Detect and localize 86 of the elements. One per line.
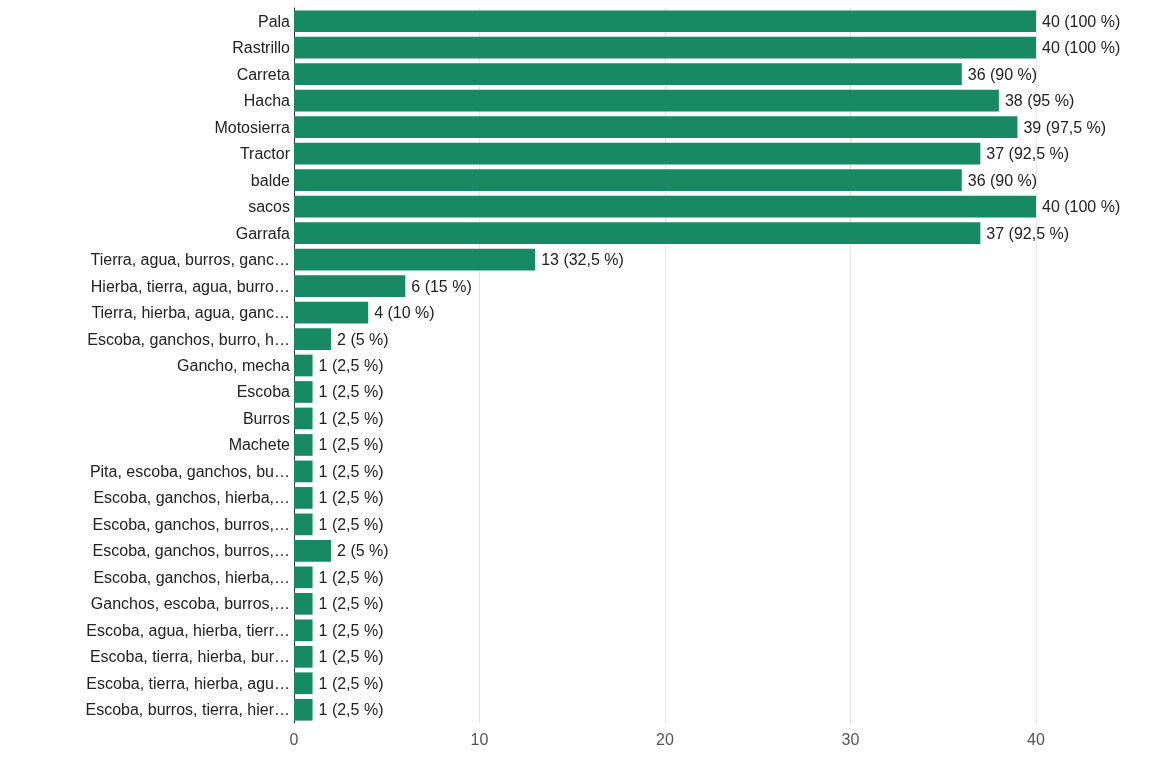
bar: [294, 195, 1036, 218]
bar: [294, 645, 313, 668]
bar: [294, 566, 313, 589]
x-tick-label: 10: [470, 730, 489, 748]
data-label: 1 (2,5 %): [318, 701, 384, 719]
y-tick-label: balde: [250, 171, 291, 189]
y-tick-label: Burros: [242, 409, 290, 427]
y-tick-label: Gancho, mecha: [177, 357, 291, 374]
y-tick-label: Tierra, agua, burros, ganc…: [90, 251, 290, 269]
data-label: 39 (97,5 %): [1023, 118, 1107, 136]
data-label: 36 (90 %): [967, 65, 1038, 83]
data-label: 1 (2,5 %): [318, 648, 384, 666]
y-tick-label: Tractor: [239, 145, 291, 163]
y-tick-label: Escoba, tierra, hierba, bur…: [89, 648, 290, 666]
bar: [294, 301, 369, 324]
y-tick-label: Tierra, hierba, agua, ganc…: [91, 304, 290, 322]
y-tick-label: Escoba: [236, 383, 291, 401]
data-label: 13 (32,5 %): [541, 251, 624, 269]
y-tick-label: Rastrillo: [232, 39, 291, 57]
x-tick-label: 40: [1027, 730, 1045, 748]
bar: [294, 381, 313, 403]
bar: [294, 434, 313, 456]
data-label: 36 (90 %): [967, 171, 1038, 189]
y-tick-label: Ganchos, escoba, burros,…: [90, 595, 290, 613]
y-tick-label: Escoba, burros, tierra, hier…: [85, 701, 290, 719]
data-label: 2 (5 %): [337, 542, 389, 560]
data-label: 1 (2,5 %): [318, 409, 384, 427]
x-tick-label: 0: [289, 730, 299, 748]
y-tick-label: Machete: [228, 436, 291, 454]
y-tick-label: Escoba, ganchos, burros,…: [92, 542, 290, 560]
data-label: 40 (100 %): [1042, 198, 1121, 216]
y-tick-label: sacos: [248, 198, 290, 216]
data-label: 1 (2,5 %): [318, 621, 384, 639]
x-tick-label: 20: [656, 730, 674, 748]
bar: [294, 460, 313, 483]
bar: [294, 248, 536, 271]
y-tick-label: Pita, escoba, ganchos, bu…: [89, 462, 290, 480]
y-tick-label: Escoba, ganchos, burros,…: [92, 515, 290, 533]
data-label: 1 (2,5 %): [318, 357, 384, 374]
bar: [294, 619, 313, 642]
y-tick-label: Garrafa: [235, 224, 291, 242]
bar: [294, 63, 962, 86]
data-label: 6 (15 %): [411, 277, 472, 295]
data-label: 1 (2,5 %): [318, 462, 384, 480]
bar: [294, 36, 1036, 59]
bar: [294, 672, 313, 695]
bar: [294, 513, 313, 536]
bar: [294, 354, 313, 377]
bar: [294, 698, 313, 721]
bar: [294, 592, 313, 615]
y-tick-label: Escoba, tierra, hierba, agu…: [86, 674, 290, 692]
bar: [294, 407, 313, 430]
bar: [294, 222, 981, 244]
y-tick-label: Hacha: [243, 92, 291, 110]
data-label: 1 (2,5 %): [318, 674, 384, 692]
bar: [294, 540, 332, 562]
data-label: 1 (2,5 %): [318, 436, 384, 454]
data-label: 4 (10 %): [374, 304, 435, 322]
bar: [294, 275, 406, 297]
data-label: 2 (5 %): [337, 330, 389, 348]
data-label: 37 (92,5 %): [986, 224, 1070, 242]
y-tick-label: Escoba, agua, hierba, tierr…: [86, 621, 290, 639]
y-tick-label: Escoba, ganchos, hierba,…: [93, 568, 290, 586]
y-tick-label: Carreta: [236, 65, 291, 83]
data-label: 1 (2,5 %): [318, 595, 384, 613]
data-label: 40 (100 %): [1042, 39, 1121, 57]
bar: [294, 116, 1018, 139]
y-tick-label: Hierba, tierra, agua, burro…: [90, 277, 290, 295]
data-label: 1 (2,5 %): [318, 515, 384, 533]
data-label: 40 (100 %): [1042, 12, 1121, 30]
data-label: 1 (2,5 %): [318, 489, 384, 507]
y-tick-label: Escoba, ganchos, hierba,…: [93, 489, 290, 507]
x-tick-label: 30: [841, 730, 860, 748]
bar: [294, 10, 1036, 33]
data-label: 38 (95 %): [1004, 92, 1075, 110]
y-tick-label: Pala: [257, 12, 291, 30]
y-tick-label: Motosierra: [214, 118, 291, 136]
y-tick-label: Escoba, ganchos, burro, h…: [87, 330, 290, 348]
bar: [294, 142, 981, 165]
data-label: 1 (2,5 %): [318, 568, 384, 586]
data-label: 37 (92,5 %): [986, 145, 1070, 163]
bar: [294, 328, 332, 350]
bar: [294, 89, 999, 112]
bar: [294, 169, 962, 191]
data-label: 1 (2,5 %): [318, 383, 384, 401]
bar: [294, 487, 313, 509]
